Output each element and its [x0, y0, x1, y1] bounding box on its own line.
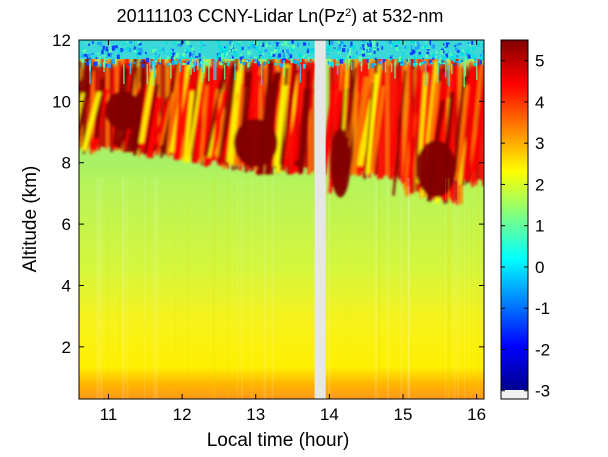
colorbar-tick-label: -3	[535, 382, 550, 401]
x-tick-label: 13	[246, 405, 265, 424]
y-tick-label: 4	[62, 276, 71, 295]
x-axis-label: Local time (hour)	[207, 430, 350, 451]
colorbar-ticks: 5 4 3 2 1 0 -1 -2 -3	[501, 52, 550, 401]
y-tick-label: 2	[62, 338, 71, 357]
colorbar	[501, 40, 528, 390]
heatmap-field	[79, 40, 484, 399]
colorbar-tick-label: 1	[535, 217, 544, 236]
x-tick-label: 15	[394, 405, 413, 424]
x-axis: 11 12 13 14 15 16	[100, 40, 486, 424]
colorbar-tick-label: -2	[535, 340, 550, 359]
x-tick-label: 16	[467, 405, 486, 424]
colorbar-tick-label: 4	[535, 93, 544, 112]
colorbar-tick-label: -1	[535, 299, 550, 318]
colorbar-tick-label: 0	[535, 258, 544, 277]
x-tick-label: 14	[320, 405, 339, 424]
colorbar-tick-label: 2	[535, 175, 544, 194]
y-tick-label: 10	[52, 92, 71, 111]
y-axis-label: Altitude (km)	[20, 166, 41, 273]
colorbar-under	[501, 390, 528, 399]
y-tick-label: 8	[62, 154, 71, 173]
y-axis: 2 4 6 8 10 12	[52, 31, 484, 357]
y-tick-label: 12	[52, 31, 71, 50]
y-tick-label: 6	[62, 215, 71, 234]
data-gap	[314, 40, 326, 399]
chart-title: 20111103 CCNY-Lidar Ln(Pz2) at 532-nm	[117, 6, 444, 26]
plot-frame	[78, 39, 485, 400]
colorbar-frame	[500, 39, 529, 400]
colorbar-tick-label: 3	[535, 134, 544, 153]
x-tick-label: 12	[173, 405, 192, 424]
x-tick-label: 11	[100, 405, 118, 424]
colorbar-tick-label: 5	[535, 52, 544, 71]
